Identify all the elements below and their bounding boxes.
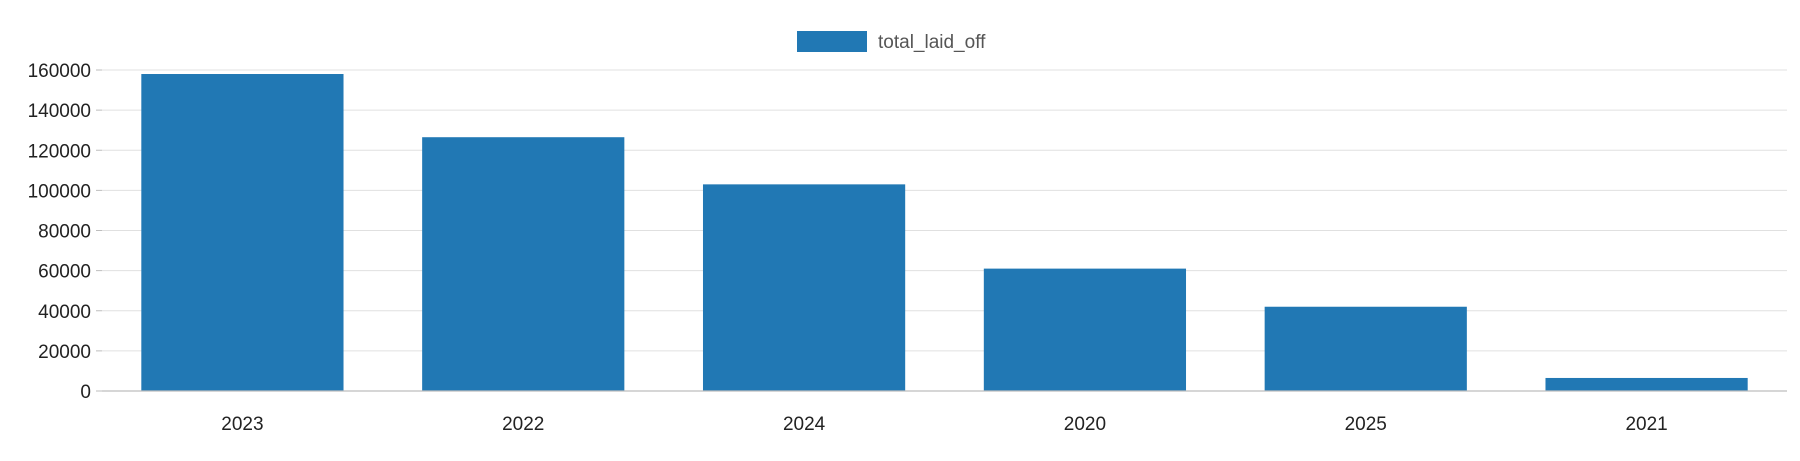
y-tick-label: 140000	[28, 101, 91, 122]
gridlines	[102, 69, 1787, 352]
bar-2024[interactable]	[702, 184, 906, 391]
y-tick-label: 80000	[38, 222, 91, 243]
bar-2025[interactable]	[1264, 306, 1467, 391]
bar-2022[interactable]	[422, 137, 625, 391]
legend-swatch[interactable]	[797, 31, 867, 52]
y-tick-label: 160000	[28, 61, 91, 82]
x-tick-label: 2023	[221, 414, 263, 435]
x-tick-label: 2024	[783, 414, 826, 435]
bars	[141, 74, 1748, 391]
x-tick-label: 2021	[1625, 414, 1667, 435]
x-axis: 2023 2022 2024 2020 2025 2021	[102, 390, 1787, 435]
x-tick-label: 2025	[1345, 414, 1387, 435]
legend-label[interactable]: total_laid_off	[878, 32, 986, 53]
y-tick-label: 60000	[38, 262, 91, 283]
y-tick-label: 40000	[38, 302, 91, 323]
bar-2023[interactable]	[141, 74, 344, 391]
bar-2021[interactable]	[1545, 377, 1748, 391]
y-axis: 0 20000 40000 60000 80000 100000 120000 140000 1…	[28, 61, 102, 403]
legend[interactable]: total_laid_off	[797, 31, 986, 53]
x-tick-label: 2022	[502, 414, 544, 435]
bar-2020[interactable]	[983, 268, 1187, 391]
y-tick-label: 120000	[28, 141, 91, 162]
y-tick-label: 0	[80, 382, 91, 403]
y-tick-label: 20000	[38, 342, 91, 363]
y-tick-label: 100000	[28, 181, 91, 202]
x-tick-label: 2020	[1064, 414, 1106, 435]
